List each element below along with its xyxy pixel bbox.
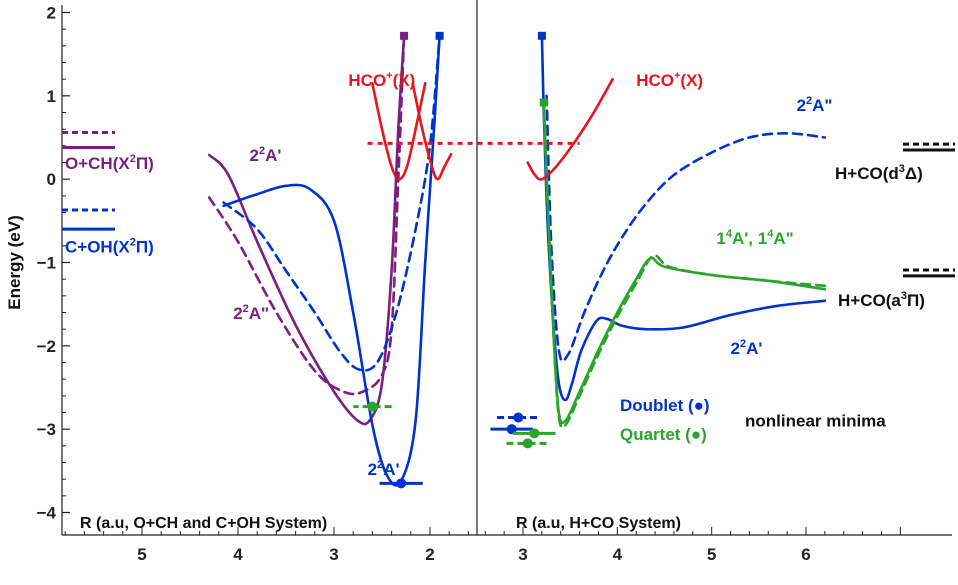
square-marker bbox=[539, 98, 548, 107]
curve-annotation: HCO+(X) bbox=[636, 70, 703, 90]
minimum-dot bbox=[396, 478, 407, 489]
y-tick-label: −1 bbox=[37, 254, 56, 273]
square-marker bbox=[435, 31, 444, 40]
curve-annotation: 22A' bbox=[731, 338, 763, 358]
minimum-dot bbox=[367, 401, 378, 412]
y-tick-label: −4 bbox=[37, 504, 57, 523]
series-curve bbox=[371, 82, 427, 181]
series-group-left bbox=[207, 34, 453, 487]
y-tick-label: 0 bbox=[47, 170, 56, 189]
label-c-oh: C+OH(X2Π) bbox=[65, 237, 154, 257]
series-curve bbox=[411, 82, 453, 181]
series-curve bbox=[542, 101, 827, 429]
x-tick-label: 4 bbox=[233, 545, 243, 564]
curve-annotation: HCO+(X) bbox=[348, 70, 415, 90]
minimum-dot bbox=[513, 412, 524, 423]
minimum-dot bbox=[506, 424, 517, 435]
legend-doublet: Doublet (●) bbox=[620, 396, 710, 415]
legend-note: nonlinear minima bbox=[745, 412, 886, 431]
left-panel-axis-title: R (a.u, O+CH and C+OH System) bbox=[80, 515, 327, 532]
x-tick-label: 3 bbox=[518, 545, 527, 564]
curve-annotation: 22A' bbox=[368, 459, 400, 479]
curve-annotation: 14A', 14A" bbox=[716, 228, 793, 248]
label-h-co-d: H+CO(d3Δ) bbox=[835, 163, 923, 183]
legend-quartet: Quartet (●) bbox=[620, 425, 707, 444]
series-curve bbox=[540, 34, 827, 402]
series-curve bbox=[207, 34, 406, 426]
markers bbox=[353, 31, 556, 489]
series-curve bbox=[222, 34, 441, 487]
series-curve bbox=[207, 34, 406, 396]
series-curve bbox=[542, 101, 827, 425]
minimum-dot bbox=[522, 438, 533, 449]
x-tick-label: 6 bbox=[801, 545, 810, 564]
y-tick-label: −3 bbox=[37, 420, 56, 439]
label-o-ch: O+CH(X2Π) bbox=[65, 153, 154, 173]
y-tick-label: −2 bbox=[37, 337, 56, 356]
x-tick-label: 2 bbox=[425, 545, 434, 564]
square-marker bbox=[537, 31, 546, 40]
curve-annotation: 22A" bbox=[233, 303, 269, 323]
square-marker bbox=[400, 31, 409, 40]
curve-annotation: 22A" bbox=[797, 95, 833, 115]
plot-frame bbox=[61, 0, 952, 536]
series-curve bbox=[222, 34, 441, 372]
x-tick-label: 5 bbox=[707, 545, 716, 564]
label-h-co-a: H+CO(a3Π) bbox=[838, 290, 925, 310]
series-curve bbox=[545, 94, 827, 363]
minimum-dot bbox=[529, 428, 540, 439]
x-tick-label: 4 bbox=[613, 545, 623, 564]
series-curve bbox=[526, 77, 614, 181]
series-group-right bbox=[526, 34, 827, 429]
y-tick-label: 1 bbox=[47, 87, 56, 106]
y-tick-label: 2 bbox=[47, 4, 56, 23]
right-panel-axis-title: R (a.u, H+CO System) bbox=[516, 515, 681, 532]
x-tick-label: 5 bbox=[137, 545, 146, 564]
axes: 2 1 0 −1 −2 −3 −4 Energy (eV) 5 4 3 2 R (a.u, O+CH a… bbox=[5, 4, 901, 564]
y-axis-title: Energy (eV) bbox=[5, 215, 24, 309]
text-annotations: HCO+(X) HCO+(X) 22A' 22A" 22A' 22A" 14A', 14A"… bbox=[65, 70, 925, 479]
curve-annotation: 22A' bbox=[250, 145, 282, 165]
x-tick-label: 3 bbox=[329, 545, 338, 564]
asymptote-lines bbox=[62, 131, 955, 278]
